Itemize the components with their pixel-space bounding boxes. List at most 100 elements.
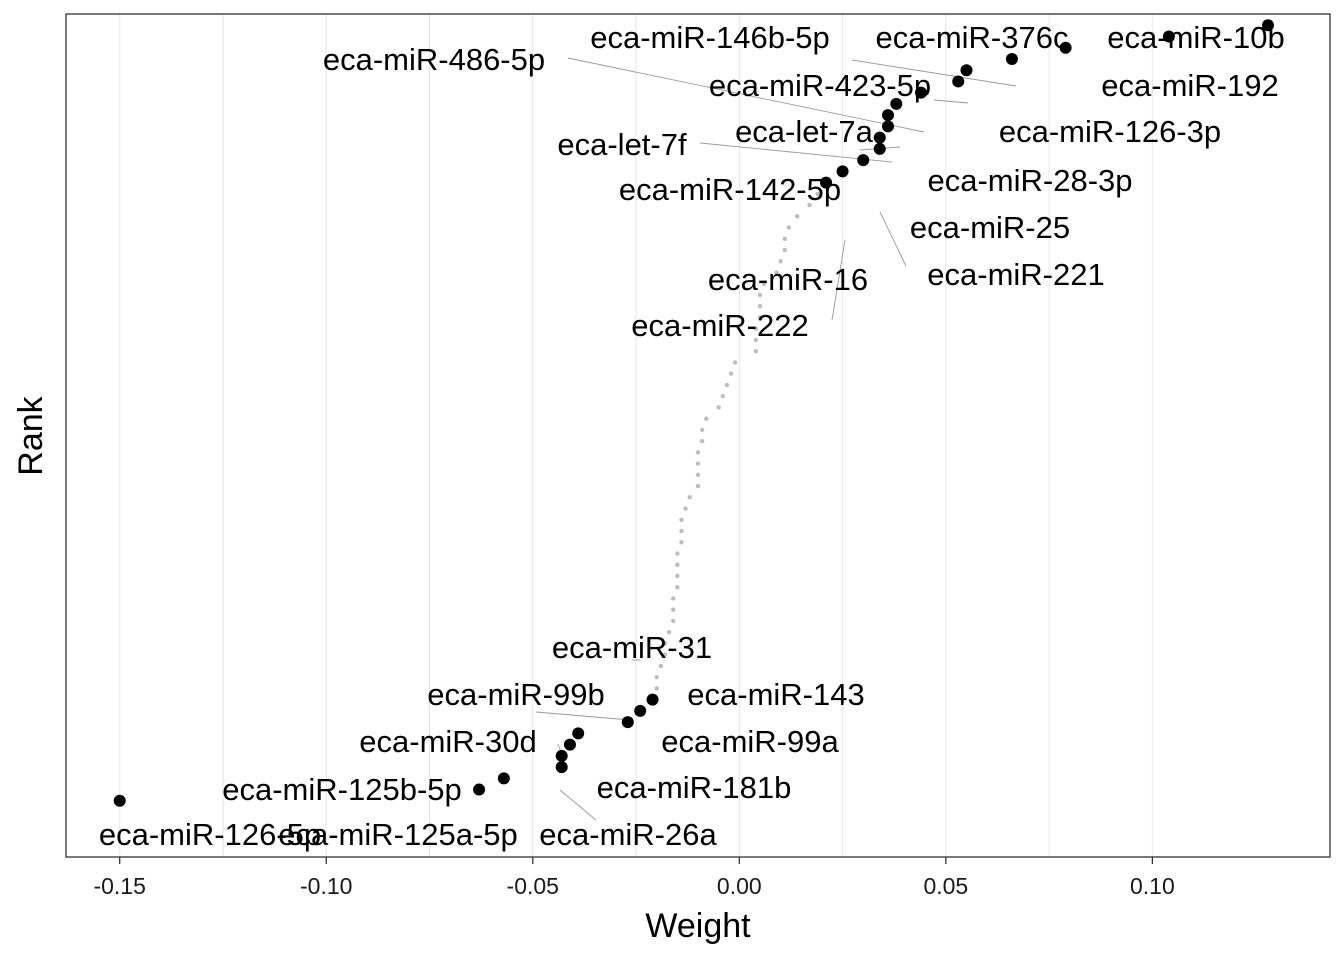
highlighted-point: [572, 727, 585, 740]
point-label: eca-miR-16: [708, 262, 868, 297]
label-leader-line: [535, 711, 631, 721]
background-point: [683, 506, 688, 511]
highlighted-point: [497, 772, 510, 785]
x-tick-label: 0.05: [923, 873, 968, 899]
background-point: [761, 281, 767, 286]
background-point: [687, 495, 692, 500]
label-leader-line: [851, 59, 1017, 87]
background-point: [753, 337, 759, 343]
background-point: [699, 427, 705, 433]
highlighted-point: [555, 761, 568, 774]
point-label: eca-miR-125b-5p: [222, 772, 462, 807]
point-label: eca-miR-486-5p: [323, 42, 545, 77]
point-label: eca-miR-146b-5p: [590, 20, 830, 55]
label-leader-lines: [535, 57, 1017, 821]
background-point: [675, 585, 680, 590]
label-leader-line: [879, 211, 907, 267]
background-point: [699, 438, 705, 444]
point-label: eca-miR-26a: [539, 817, 717, 852]
x-tick-label: -0.10: [300, 873, 352, 899]
point-label: eca-miR-30d: [359, 724, 536, 759]
background-point: [679, 517, 684, 522]
background-point: [675, 573, 680, 579]
background-point: [658, 663, 664, 669]
highlighted-point: [1059, 41, 1072, 54]
point-label: eca-miR-99a: [661, 724, 839, 759]
background-point: [675, 562, 680, 567]
background-point: [695, 461, 701, 466]
highlighted-point: [473, 783, 486, 796]
background-point: [782, 236, 787, 241]
point-label: eca-miR-25: [910, 210, 1070, 245]
highlighted-point: [836, 165, 849, 178]
highlighted-point: [857, 154, 870, 167]
point-label: eca-miR-181b: [597, 770, 792, 805]
background-point: [662, 652, 668, 657]
highlighted-point: [873, 142, 886, 155]
label-leader-line: [831, 239, 846, 321]
highlighted-point: [873, 131, 886, 144]
point-label: eca-miR-192: [1101, 68, 1278, 103]
point-labels: eca-miR-10b eca-miR-376c eca-miR-192 eca-mi…: [99, 20, 1285, 852]
background-point: [757, 292, 763, 298]
highlighted-point: [563, 738, 576, 751]
highlighted-point: [113, 794, 126, 807]
point-label: eca-miR-28-3p: [927, 163, 1132, 198]
background-point: [807, 202, 812, 208]
highlighted-points: [113, 19, 1275, 807]
label-leader-line: [559, 789, 597, 821]
background-point: [671, 596, 676, 601]
highlighted-point: [1162, 30, 1175, 43]
background-points: [654, 191, 820, 691]
highlighted-point: [890, 97, 903, 110]
x-axis-title: Weight: [645, 907, 751, 945]
background-point: [753, 326, 759, 331]
point-label: eca-miR-221: [927, 257, 1104, 292]
highlighted-point: [621, 716, 634, 729]
background-point: [695, 472, 701, 478]
point-label: eca-miR-125a-5p: [278, 817, 518, 852]
background-point: [815, 191, 820, 197]
background-point: [654, 686, 659, 691]
background-point: [695, 450, 701, 455]
background-point: [671, 607, 676, 612]
background-point: [675, 551, 680, 556]
point-label: eca-miR-10b: [1107, 20, 1284, 55]
point-label: eca-let-7f: [557, 127, 687, 162]
background-point: [704, 416, 709, 421]
point-label: eca-miR-99b: [427, 677, 604, 712]
background-point: [774, 270, 779, 275]
background-point: [782, 247, 787, 253]
background-point: [728, 371, 734, 376]
point-label: eca-miR-126-5p: [99, 817, 321, 852]
background-point: [724, 382, 730, 388]
highlighted-point: [646, 693, 659, 706]
x-tick-label: 0.10: [1130, 873, 1175, 899]
x-axis: -0.15 -0.10 -0.05 0.00 0.05 0.10: [93, 857, 1175, 899]
gridlines: [119, 14, 1153, 857]
point-label: eca-miR-126-3p: [999, 114, 1221, 149]
highlighted-point: [882, 120, 895, 133]
background-point: [679, 540, 684, 545]
point-label: eca-miR-222: [631, 308, 808, 343]
background-point: [662, 641, 668, 646]
point-label: eca-let-7a: [735, 114, 874, 149]
y-axis-title: Rank: [12, 395, 50, 475]
background-point: [753, 349, 759, 354]
highlighted-point: [634, 704, 647, 717]
background-point: [666, 630, 672, 635]
highlighted-point: [952, 75, 965, 88]
x-tick-label: -0.15: [93, 873, 145, 899]
x-tick-label: 0.00: [717, 873, 762, 899]
point-label: eca-miR-376c: [876, 20, 1069, 55]
point-label: eca-miR-143: [687, 677, 864, 712]
point-label: eca-miR-423-5p: [709, 68, 931, 103]
point-label: eca-miR-31: [552, 630, 712, 665]
highlighted-point: [915, 86, 928, 99]
background-point: [679, 528, 684, 534]
plot-panel-border: [65, 13, 1331, 858]
highlighted-point: [820, 176, 833, 189]
point-label: eca-miR-142-5p: [619, 172, 841, 207]
background-point: [695, 483, 701, 489]
